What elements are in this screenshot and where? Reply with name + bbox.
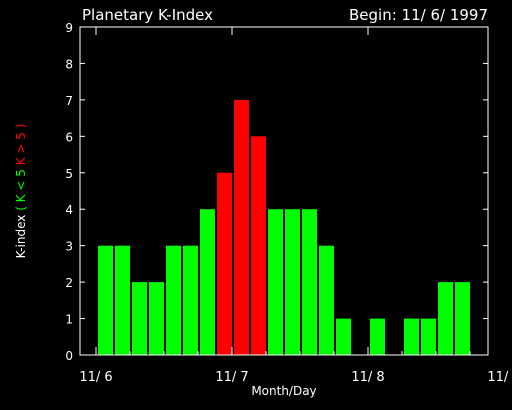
begin-date: Begin: 11/ 6/ 1997 [349, 6, 488, 24]
y-tick-label-6: 6 [65, 130, 73, 144]
bar-14 [336, 318, 351, 355]
bar-2 [132, 282, 147, 355]
y-label-part-1: ( K < 5 [14, 169, 28, 215]
x-tick-label-1: 11/ 7 [215, 370, 248, 385]
x-axis-label: Month/Day [251, 384, 316, 398]
x-axis: 11/ 6 11/ 7 11/ 8 11/ 9 [79, 27, 512, 385]
bar-18 [404, 318, 419, 355]
y-tick-label-5: 5 [65, 167, 73, 181]
x-tick-label-3: 11/ 9 [487, 370, 512, 385]
bar-19 [421, 318, 436, 355]
y-axis: 0 1 2 3 4 5 6 7 8 9 [65, 21, 488, 363]
y-tick-label-2: 2 [65, 276, 73, 290]
bar-20 [438, 282, 453, 355]
y-tick-label-0: 0 [65, 349, 73, 363]
bars-group [98, 99, 470, 356]
y-label-part-2: K > 5 ) [14, 124, 28, 170]
bar-6 [200, 209, 215, 355]
bar-3 [149, 282, 164, 355]
bar-8 [234, 99, 249, 356]
bar-1 [115, 245, 130, 355]
y-axis-label: K-index ( K < 5 K > 5 ) [14, 124, 28, 259]
y-tick-label-3: 3 [65, 240, 73, 254]
x-tick-label-2: 11/ 8 [351, 370, 384, 385]
plot-frame [79, 26, 489, 356]
y-tick-label-4: 4 [65, 203, 73, 217]
bar-10 [268, 209, 283, 355]
bar-9 [251, 136, 266, 355]
bar-13 [319, 245, 334, 355]
chart-title: Planetary K-Index [82, 6, 213, 24]
bar-0 [98, 245, 113, 355]
bar-5 [183, 245, 198, 355]
y-tick-label-7: 7 [65, 94, 73, 108]
y-label-part-0: K-index [14, 215, 28, 259]
x-tick-label-0: 11/ 6 [79, 370, 112, 385]
bar-21 [455, 282, 470, 355]
y-tick-label-8: 8 [65, 57, 73, 71]
bar-4 [166, 245, 181, 355]
bar-11 [285, 209, 300, 355]
bar-12 [302, 209, 317, 355]
bar-16 [370, 318, 385, 355]
y-tick-label-1: 1 [65, 313, 73, 327]
bar-7 [217, 172, 232, 355]
y-tick-label-9: 9 [65, 21, 73, 35]
